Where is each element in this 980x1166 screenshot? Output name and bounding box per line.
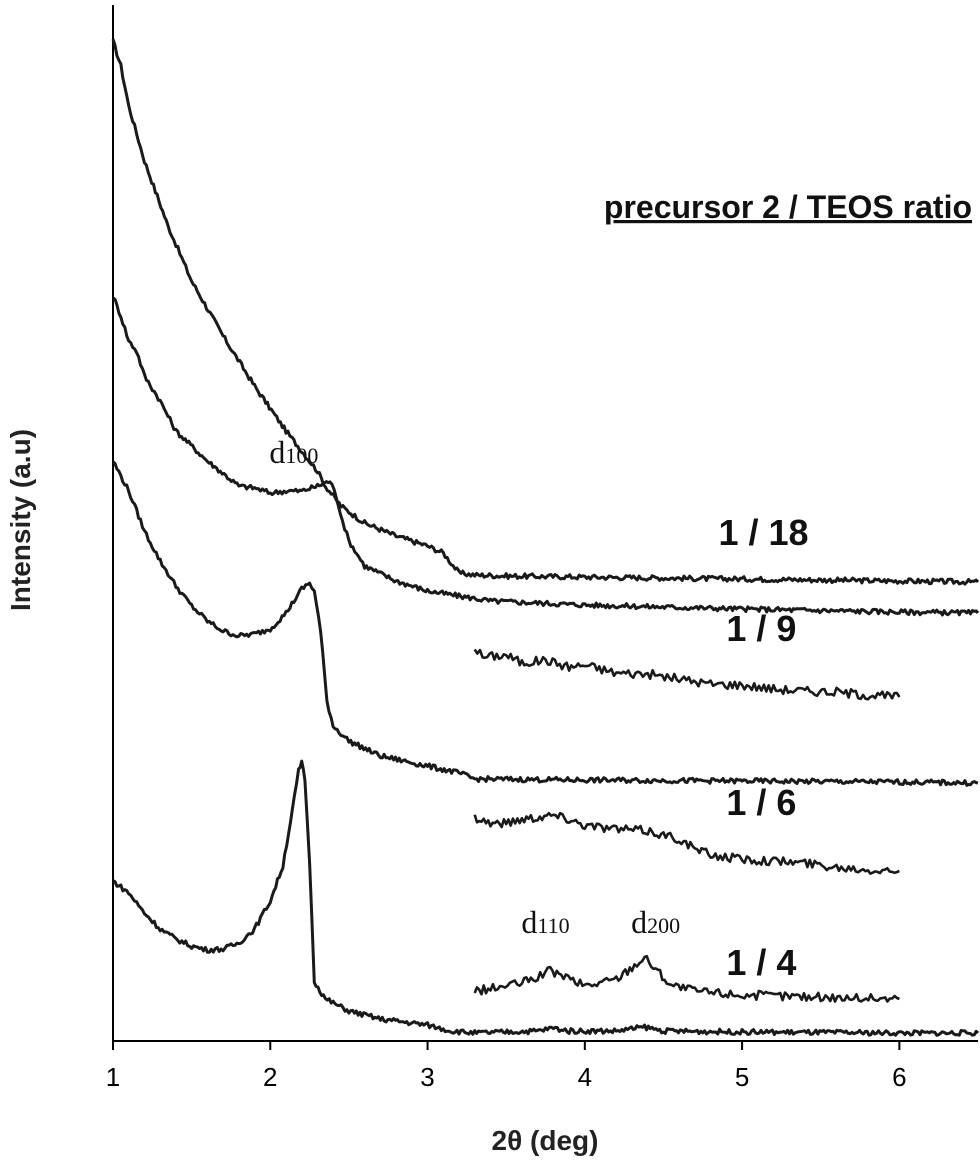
peak-label: d100: [269, 434, 318, 470]
peak-label: d110: [521, 904, 569, 940]
legend-title: precursor 2 / TEOS ratio: [604, 189, 972, 225]
inset-series-line: [473, 954, 900, 1003]
x-tick-label: 5: [735, 1062, 749, 1092]
series-label: 1 / 6: [726, 782, 796, 823]
annotations: 1 / 18 1 / 9 1 / 6 1 / 4 d100 d110 d200: [269, 434, 808, 983]
series-line: [111, 460, 979, 787]
series-line: [111, 38, 980, 586]
inset-series-line: [473, 648, 901, 701]
x-tick-label: 6: [892, 1062, 906, 1092]
x-axis-title: 2θ (deg): [492, 1125, 599, 1156]
inset-traces: [473, 648, 901, 1003]
series-traces: [111, 38, 980, 1037]
series-line: [112, 296, 980, 617]
series-line: [112, 759, 980, 1037]
inset-series-line: [473, 811, 900, 875]
x-tick-label: 3: [420, 1062, 434, 1092]
x-tick-label: 4: [578, 1062, 592, 1092]
series-label: 1 / 18: [719, 512, 809, 553]
series-label: 1 / 4: [726, 942, 796, 983]
series-label: 1 / 9: [726, 608, 796, 649]
x-tick-label: 1: [106, 1062, 120, 1092]
x-axis-ticks: 1 2 3 4 5 6: [106, 1041, 907, 1092]
y-axis-title: Intensity (a.u): [5, 429, 36, 611]
peak-label: d200: [631, 904, 680, 940]
x-tick-label: 2: [263, 1062, 277, 1092]
